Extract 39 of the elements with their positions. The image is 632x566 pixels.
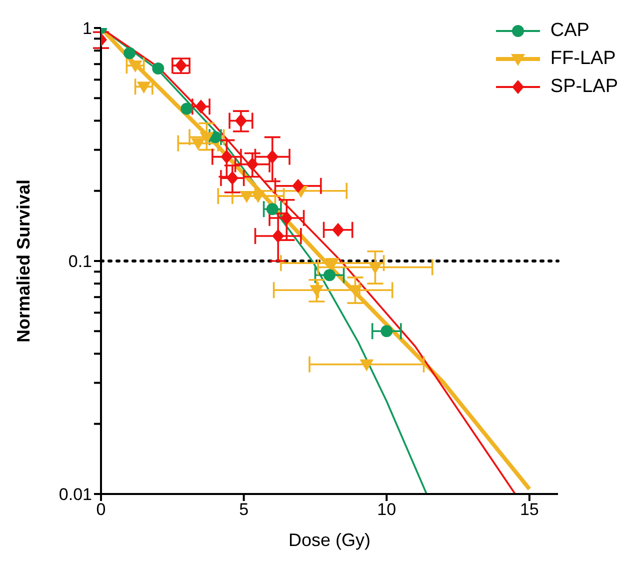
point [360,359,374,372]
point [380,325,393,338]
point [174,58,187,73]
point [325,258,340,270]
point [234,114,247,128]
point [128,60,142,73]
point [220,150,233,164]
point [152,62,164,75]
point [272,229,284,244]
point [266,150,278,164]
point [324,269,336,282]
y-axis-title: Normalied Survival [13,179,34,343]
point [191,138,206,150]
point [266,203,278,216]
point [368,262,382,274]
legend-label: SP-LAP [550,76,618,98]
x-tick-label: 15 [520,500,539,520]
point [246,157,258,172]
point [194,100,207,114]
point [124,47,136,60]
point [310,285,324,298]
point [226,171,238,186]
x-tick-label: 0 [96,500,106,520]
point [332,222,344,237]
point [292,178,304,193]
point [251,191,266,204]
y-tick-label: 0.01 [58,485,92,504]
x-tick-label: 5 [239,500,249,520]
x-axis-title: Dose (Gy) [288,530,371,550]
point [136,82,151,94]
y-tick-label: 1 [82,19,92,38]
y-tick-label: 0.1 [68,252,92,272]
point [280,210,293,225]
point [240,191,254,204]
point [200,132,214,144]
point [180,102,193,115]
legend-label: CAP [550,20,590,42]
legend-label: FF-LAP [550,48,616,70]
x-tick-label: 10 [377,500,396,520]
